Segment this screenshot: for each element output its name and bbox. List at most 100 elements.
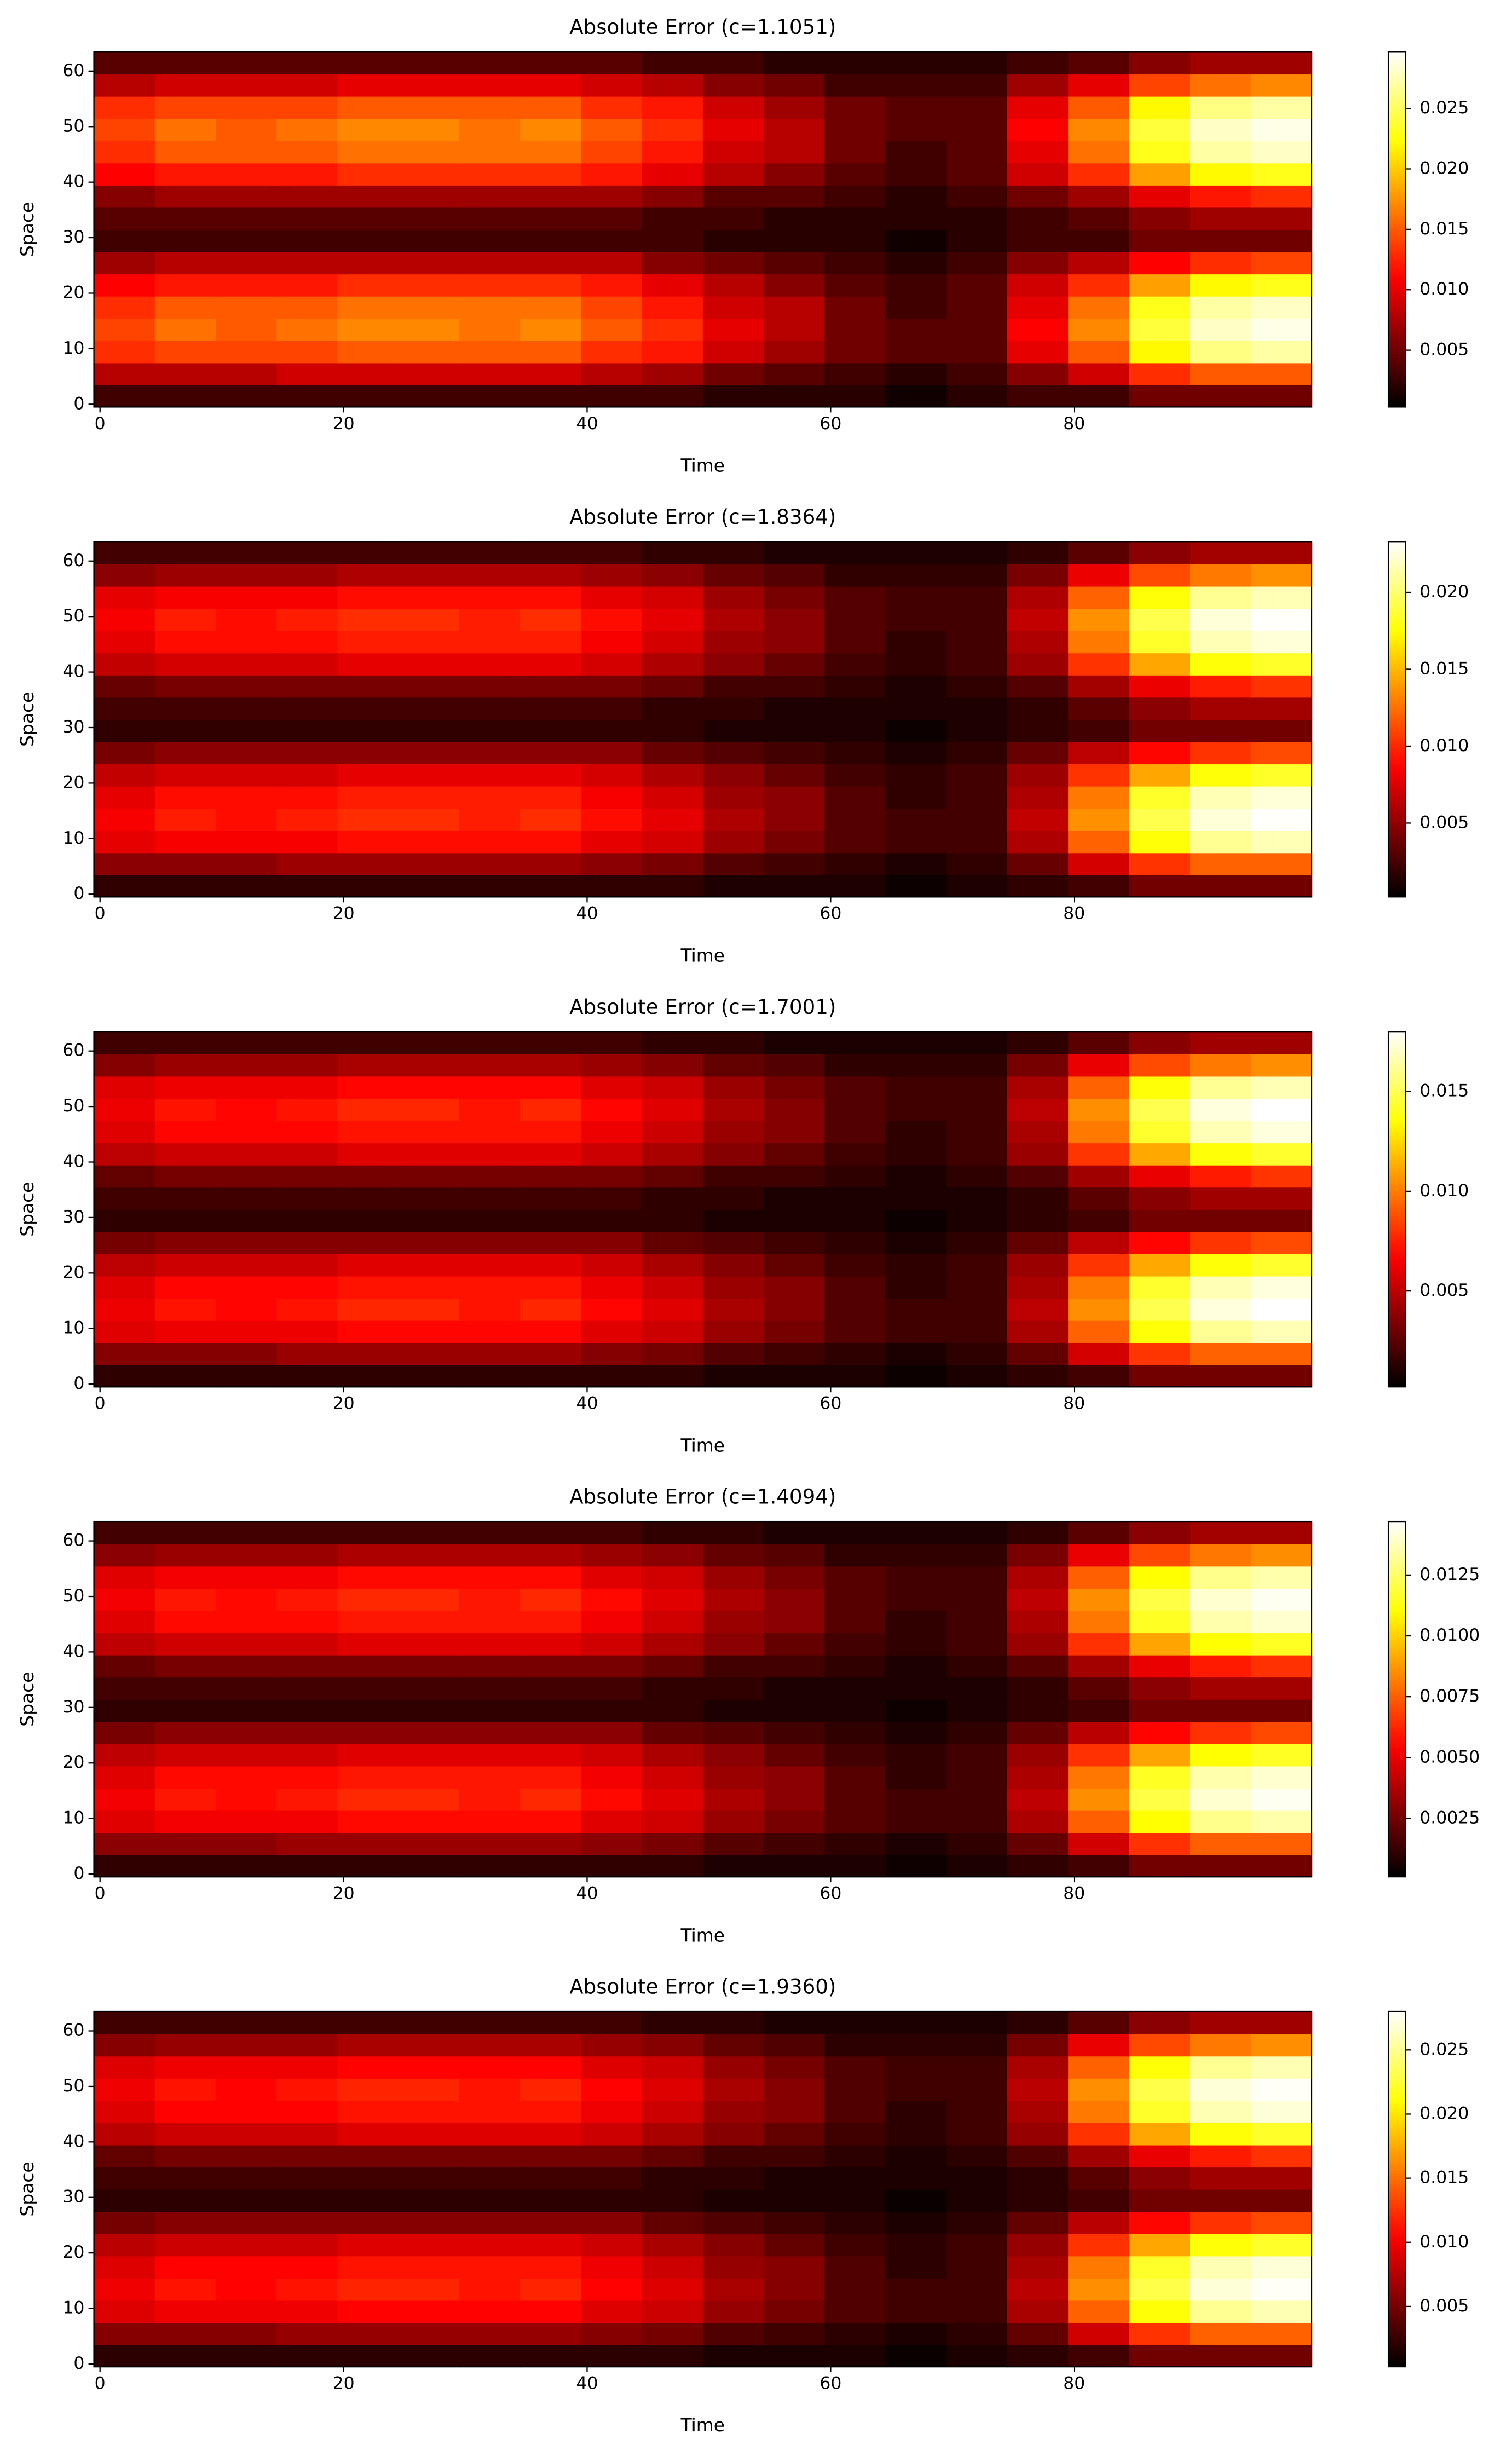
heatmap-cell — [764, 1521, 826, 1544]
heatmap-cell — [764, 786, 826, 809]
heatmap-cell — [398, 719, 460, 742]
heatmap-cell — [946, 1143, 1008, 1166]
x-tick-label: 20 — [333, 904, 355, 924]
heatmap-cell — [1068, 296, 1130, 319]
heatmap-cell — [1190, 1231, 1251, 1254]
heatmap-cell — [154, 362, 217, 385]
heatmap-cell — [1068, 1253, 1130, 1277]
heatmap-cell — [337, 273, 399, 297]
heatmap-cell — [459, 719, 521, 742]
heatmap-cell — [1190, 1610, 1251, 1634]
heatmap-cell — [1129, 51, 1191, 75]
heatmap-cell — [154, 1521, 217, 1544]
heatmap-cell — [1250, 2256, 1313, 2279]
heatmap-cell — [1068, 1699, 1130, 1722]
heatmap-cell — [702, 2033, 765, 2057]
y-tick-label: 20 — [62, 2242, 84, 2262]
heatmap-cell — [216, 2189, 278, 2212]
heatmap-cell — [581, 2078, 643, 2101]
heatmap-cell — [946, 207, 1008, 230]
heatmap-cell — [702, 362, 765, 385]
heatmap-cell — [1129, 2300, 1191, 2323]
heatmap-cell — [702, 653, 765, 676]
heatmap-cell — [337, 1632, 399, 1656]
heatmap-cell — [702, 852, 765, 875]
heatmap-cell — [1190, 719, 1251, 742]
heatmap-cell — [276, 586, 338, 609]
heatmap-cell — [764, 1766, 826, 1789]
heatmap-cell — [276, 362, 338, 385]
heatmap-cell — [946, 1543, 1008, 1567]
heatmap-cell — [459, 2322, 521, 2345]
y-axis-label: Space — [16, 692, 38, 747]
heatmap-cell — [459, 1588, 521, 1611]
heatmap-cell — [154, 51, 217, 75]
heatmap-cell — [1190, 340, 1251, 364]
heatmap-cell — [946, 741, 1008, 765]
heatmap-cell — [1007, 1076, 1069, 1099]
heatmap-cell — [764, 1787, 826, 1811]
heatmap-cell — [1007, 1743, 1069, 1767]
heatmap-cell — [1007, 340, 1069, 364]
heatmap-cell — [154, 1588, 217, 1611]
heatmap-cell — [764, 674, 826, 698]
heatmap-cell — [94, 1743, 155, 1767]
heatmap-cell — [702, 2211, 765, 2234]
heatmap-cell — [702, 2344, 765, 2368]
heatmap-cell — [764, 1298, 826, 1321]
axes-frame — [93, 1031, 1313, 1388]
heatmap-cell — [398, 2056, 460, 2079]
heatmap-cell — [764, 1187, 826, 1210]
heatmap-cell — [1068, 541, 1130, 564]
heatmap-cell — [642, 719, 703, 742]
x-tick-label: 20 — [333, 2373, 355, 2393]
heatmap-cell — [581, 2322, 643, 2345]
heatmap-cell — [154, 296, 217, 319]
heatmap-cell — [154, 2033, 217, 2057]
colorbar — [1387, 1031, 1406, 1388]
heatmap-cell — [276, 1164, 338, 1188]
heatmap-cell — [885, 318, 947, 341]
heatmap-cell — [459, 2100, 521, 2123]
heatmap-cell — [1190, 229, 1251, 252]
heatmap-cell — [459, 340, 521, 364]
heatmap-cell — [520, 563, 582, 587]
heatmap-cell — [885, 118, 947, 141]
heatmap-cell — [946, 1231, 1008, 1254]
heatmap-cell — [1190, 184, 1251, 208]
heatmap-cell — [764, 741, 826, 765]
heatmap-cell — [885, 384, 947, 408]
heatmap-cell — [398, 340, 460, 364]
heatmap-cell — [1129, 653, 1191, 676]
heatmap-cell — [216, 630, 278, 654]
heatmap-cell — [885, 362, 947, 385]
heatmap-cell — [216, 808, 278, 831]
heatmap-cell — [520, 163, 582, 186]
heatmap-cell — [885, 2166, 947, 2190]
heatmap-cell — [824, 207, 886, 230]
heatmap-cell — [154, 2277, 217, 2301]
heatmap-cell — [702, 1298, 765, 1321]
heatmap-cell — [702, 563, 765, 587]
heatmap-cell — [154, 719, 217, 742]
heatmap-cell — [520, 697, 582, 720]
heatmap-cell — [824, 1364, 886, 1388]
heatmap-cell — [885, 1543, 947, 1567]
heatmap-cell — [1007, 207, 1069, 230]
heatmap-cell — [216, 384, 278, 408]
heatmap-cell — [337, 830, 399, 854]
heatmap-cell — [642, 2211, 703, 2234]
y-tick-label: 60 — [62, 61, 84, 80]
heatmap-cell — [1190, 2211, 1251, 2234]
heatmap-cell — [337, 874, 399, 898]
heatmap-cell — [337, 1231, 399, 1254]
heatmap-cell — [1068, 2166, 1130, 2190]
heatmap-cell — [1007, 251, 1069, 275]
heatmap-cell — [94, 362, 155, 385]
heatmap-cell — [642, 2011, 703, 2034]
heatmap-cell — [1129, 1320, 1191, 1343]
heatmap-cell — [1007, 541, 1069, 564]
heatmap-cell — [1068, 1076, 1130, 1099]
heatmap-cell — [1068, 2233, 1130, 2257]
heatmap-cell — [1250, 1187, 1313, 1210]
